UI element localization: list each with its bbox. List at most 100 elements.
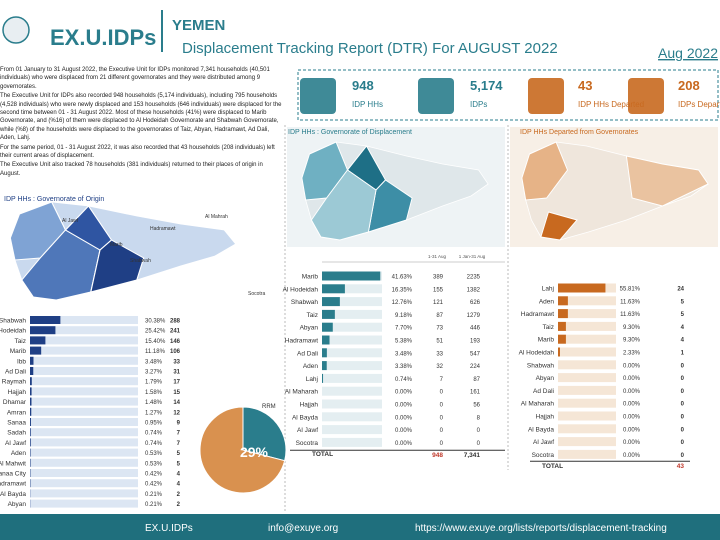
kpi-label: IDP HHs Departed xyxy=(578,100,644,109)
summary: From 01 January to 31 August 2022, the E… xyxy=(0,66,282,196)
row-background xyxy=(322,386,382,396)
kpi-value: 5,174 xyxy=(470,78,503,93)
hhs-value: 15 xyxy=(173,390,180,396)
footer-url[interactable]: https://www.exuye.org/lists/reports/disp… xyxy=(415,523,667,534)
map-label: Shabwah xyxy=(130,258,151,264)
header: EX.U.IDPs YEMEN Displacement Tracking Re… xyxy=(2,10,718,61)
row-name: Socotra xyxy=(296,440,319,447)
pie-slice xyxy=(242,406,287,462)
pct-label: 0.00% xyxy=(623,440,641,446)
ytd-value: 0 xyxy=(477,428,481,434)
pct-label: 3.48% xyxy=(395,351,413,357)
hhs-value: 288 xyxy=(170,319,181,325)
bar xyxy=(30,356,34,365)
bar xyxy=(30,367,34,375)
row-background xyxy=(30,499,138,508)
row-name: Al Bayda xyxy=(528,426,554,433)
row-name: Socotra xyxy=(532,452,555,459)
kpi-icon xyxy=(300,78,336,114)
hhs-value: 146 xyxy=(170,339,181,345)
pct-label: 1.48% xyxy=(145,400,163,406)
column-header: 1-31 Aug xyxy=(428,254,447,259)
pct-label: 0.00% xyxy=(395,403,413,409)
ytd-value: 8 xyxy=(477,415,481,421)
hhs-value: 155 xyxy=(433,287,444,293)
hhs-value: 4 xyxy=(681,338,685,344)
row-background xyxy=(30,367,138,375)
bar xyxy=(322,309,335,319)
pct-label: 0.53% xyxy=(145,451,163,457)
row-background xyxy=(30,377,138,386)
row-background xyxy=(322,412,382,422)
row-name: Shabwah xyxy=(527,362,554,369)
report-title: Displacement Tracking Report (DTR) For A… xyxy=(182,40,558,57)
total-label: TOTAL xyxy=(542,463,563,470)
hhs-value: 7 xyxy=(177,441,181,447)
hhs-value: 0 xyxy=(681,363,685,369)
row-background xyxy=(30,489,138,498)
row-name: Hadramawt xyxy=(521,311,554,318)
footer-bar xyxy=(0,514,720,540)
row-background xyxy=(558,411,616,421)
bar xyxy=(322,284,345,294)
bar xyxy=(322,271,381,281)
total-value: 7,341 xyxy=(464,452,481,459)
bar xyxy=(30,418,31,426)
ytd-value: 446 xyxy=(470,326,481,332)
bar xyxy=(30,387,32,396)
section-title: IDP HHs : Governorate of Displacement xyxy=(288,129,412,136)
row-name: Lahj xyxy=(306,376,318,383)
bar xyxy=(30,458,31,467)
period: Aug 2022 xyxy=(658,45,718,61)
row-background xyxy=(558,424,616,434)
hhs-value: 33 xyxy=(173,359,180,365)
bar xyxy=(30,326,56,335)
summary-paragraph: The Executive Unit for IDPs also recorde… xyxy=(0,93,282,142)
kpi-icon xyxy=(418,78,454,114)
row-background xyxy=(30,326,138,335)
footer: EX.U.IDPs info@exuye.org https://www.exu… xyxy=(0,514,720,540)
ytd-value: 193 xyxy=(470,339,481,345)
row-background xyxy=(558,437,616,447)
ytd-value: 626 xyxy=(470,300,481,306)
hhs-value: 0 xyxy=(440,441,444,447)
pie-label: 29% xyxy=(240,444,269,460)
hhs-value: 0 xyxy=(681,453,685,459)
pct-label: 0.00% xyxy=(395,441,413,447)
row-name: Marib xyxy=(10,348,27,355)
row-name: Abyan xyxy=(300,325,319,332)
row-name: Shabwah xyxy=(291,299,318,306)
row-background xyxy=(322,322,382,332)
row-name: Shabwah xyxy=(0,318,26,325)
summary-paragraph: From 01 January to 31 August 2022, the E… xyxy=(0,67,270,90)
hhs-value: 241 xyxy=(170,329,181,335)
row-background xyxy=(322,399,382,409)
row-name: Hajjah xyxy=(536,414,555,421)
pct-label: 0.00% xyxy=(623,427,641,433)
bar xyxy=(322,373,324,383)
kpi-icon xyxy=(528,78,564,114)
row-name: Dhamar xyxy=(3,399,27,406)
bar xyxy=(558,309,568,319)
pct-label: 3.38% xyxy=(395,364,413,370)
row-name: Al Hodeidah xyxy=(0,328,26,335)
row-name: Ibb xyxy=(17,358,26,365)
kpi-frame xyxy=(297,69,719,121)
pct-label: 3.27% xyxy=(145,370,163,376)
row-name: Marib xyxy=(538,337,555,344)
pie-title: RRM xyxy=(262,404,276,410)
row-name: Al Bayda xyxy=(0,491,26,498)
total-value: 948 xyxy=(432,452,443,459)
hhs-value: 9 xyxy=(177,421,181,427)
ytd-value: 1279 xyxy=(467,313,481,319)
hhs-value: 0 xyxy=(681,440,685,446)
pct-label: 0.00% xyxy=(395,428,413,434)
kpi-label: IDPs xyxy=(470,100,487,109)
row-name: Al Jawf xyxy=(297,427,318,434)
row-name: Ad Dali xyxy=(533,388,554,395)
hhs-value: 0 xyxy=(681,415,685,421)
pct-label: 7.70% xyxy=(395,326,413,332)
bar xyxy=(30,407,32,416)
hhs-value: 389 xyxy=(433,275,444,281)
